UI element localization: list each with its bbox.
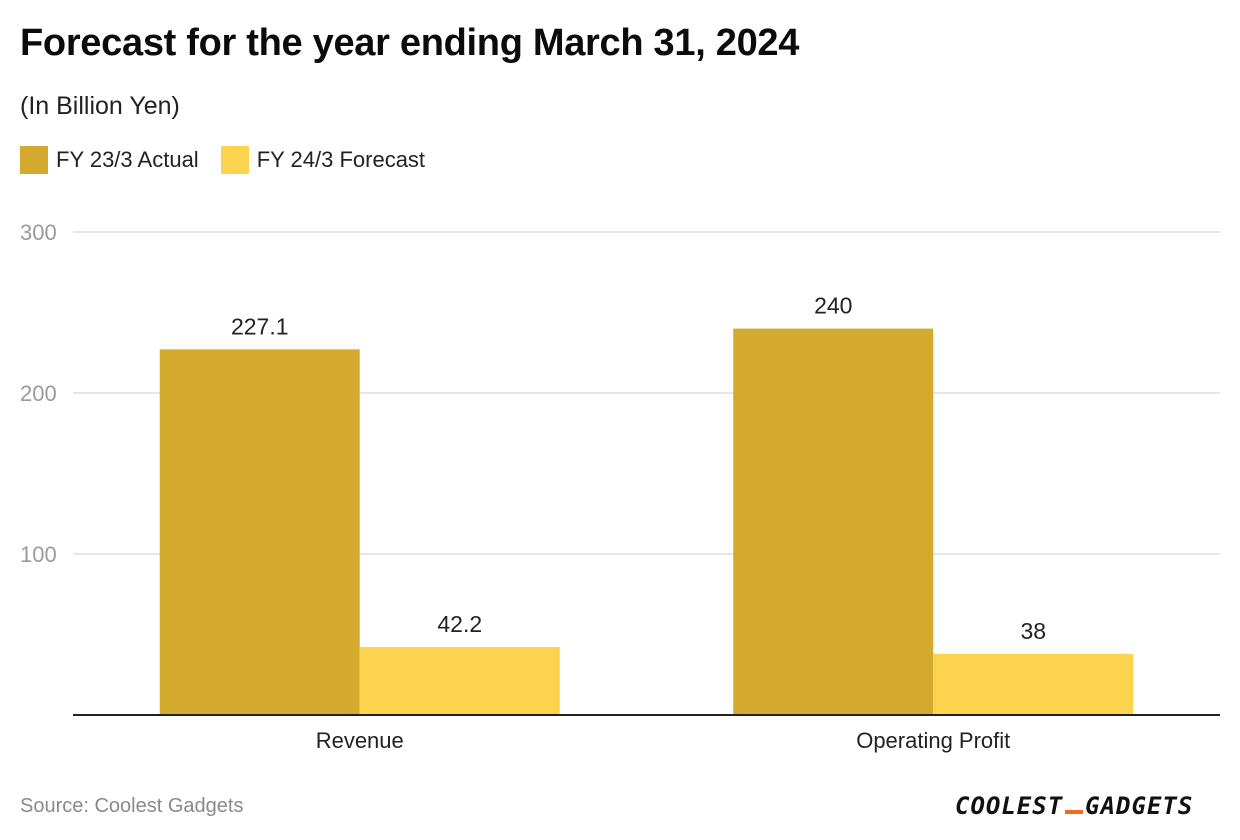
x-tick-label: Revenue bbox=[316, 728, 404, 753]
data-label: 240 bbox=[814, 293, 852, 319]
coolest-gadgets-logo: COOLEST GADGETS bbox=[955, 792, 1193, 820]
chart-title: Forecast for the year ending March 31, 2… bbox=[20, 22, 800, 64]
legend-swatch-forecast bbox=[220, 146, 249, 174]
bar bbox=[359, 647, 560, 715]
bar bbox=[933, 653, 1134, 715]
legend: FY 23/3 Actual FY 24/3 Forecast bbox=[20, 146, 425, 174]
legend-item-actual: FY 23/3 Actual bbox=[20, 146, 199, 174]
y-tick-label: 100 bbox=[20, 542, 57, 567]
data-label: 42.2 bbox=[437, 611, 482, 637]
source-note: Source: Coolest Gadgets bbox=[20, 795, 244, 817]
legend-swatch-actual bbox=[20, 146, 48, 174]
data-label: 38 bbox=[1020, 618, 1046, 644]
legend-label-actual: FY 23/3 Actual bbox=[56, 147, 199, 172]
bar bbox=[159, 349, 360, 715]
x-tick-label: Operating Profit bbox=[856, 728, 1010, 753]
logo-text-gadgets: GADGETS bbox=[1085, 792, 1194, 820]
logo-text-coolest: COOLEST bbox=[955, 792, 1064, 820]
y-tick-label: 200 bbox=[20, 381, 57, 406]
y-tick-label: 300 bbox=[20, 220, 57, 245]
data-label: 227.1 bbox=[231, 313, 289, 339]
legend-label-forecast: FY 24/3 Forecast bbox=[256, 147, 426, 172]
chart-subtitle: (In Billion Yen) bbox=[20, 92, 180, 120]
logo-dash bbox=[1065, 810, 1084, 814]
legend-item-forecast: FY 24/3 Forecast bbox=[220, 146, 426, 174]
bar bbox=[733, 328, 934, 715]
